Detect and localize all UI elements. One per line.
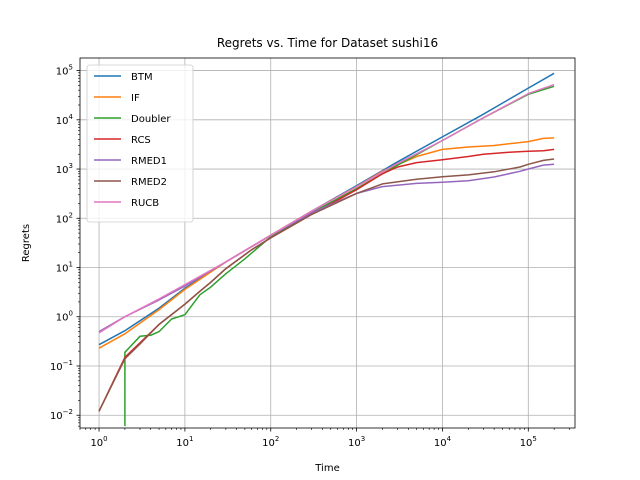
y-tick-label: 101	[56, 261, 73, 275]
y-tick-label: 103	[56, 162, 73, 176]
legend-label: RMED1	[131, 156, 167, 167]
y-tick-label: 10−2	[50, 408, 73, 422]
series-line-rucb	[98, 83, 555, 334]
series-line-rmed2	[98, 158, 555, 412]
y-tick-label: 105	[56, 64, 73, 78]
y-tick-label: 104	[56, 113, 74, 127]
plot-frame	[79, 57, 576, 429]
y-tick-label: 10−1	[50, 359, 73, 373]
legend-label: RUCB	[131, 198, 159, 209]
legend-box	[86, 64, 194, 223]
y-axis: 10−2 10−1 100 101 102 103 104 105	[50, 64, 80, 427]
x-tick-label: 105	[520, 435, 537, 449]
legend-label: BTM	[131, 72, 153, 83]
x-tick-label: 100	[90, 435, 107, 449]
x-tick-label: 102	[262, 435, 279, 449]
legend-label: IF	[131, 93, 140, 104]
chart-title: Regrets vs. Time for Dataset sushi16	[217, 36, 438, 50]
x-tick-label: 103	[348, 435, 365, 449]
series-lines	[98, 72, 555, 427]
y-tick-label: 100	[56, 310, 73, 324]
legend-label: RCS	[131, 135, 151, 146]
y-tick-label: 102	[56, 211, 73, 225]
series-line-rmed1	[98, 163, 555, 333]
x-tick-label: 101	[176, 435, 193, 449]
x-axis: 100 101 102 103 104 105	[79, 428, 570, 449]
legend-label: RMED2	[131, 177, 167, 188]
legend-label: Doubler	[131, 114, 171, 125]
legend: BTM IF Doubler RCS RMED1 RMED2 RUCB	[86, 64, 194, 223]
y-axis-title: Regrets	[21, 224, 32, 262]
x-axis-title: Time	[314, 463, 339, 474]
x-tick-label: 104	[434, 435, 452, 449]
